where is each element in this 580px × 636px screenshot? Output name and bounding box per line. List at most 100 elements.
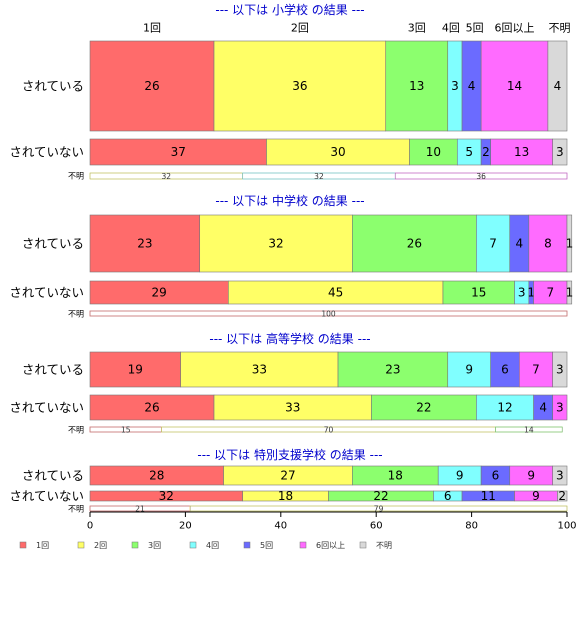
segment-value-label: 32 [159, 489, 174, 503]
row-label: されていない [9, 489, 84, 504]
segment-value-label: 26 [144, 79, 159, 93]
bar-segment [480, 40, 549, 132]
unknown-value-label: 100 [321, 310, 336, 319]
segment-value-label: 26 [407, 237, 422, 251]
segment-value-label: 45 [328, 286, 343, 300]
segment-value-label: 4 [539, 401, 547, 415]
segment-value-label: 18 [278, 489, 293, 503]
segment-value-label: 12 [497, 401, 512, 415]
segment-value-label: 9 [527, 469, 535, 483]
segment-value-label: 15 [471, 286, 486, 300]
segment-value-label: 36 [292, 79, 307, 93]
segment-value-label: 3 [556, 363, 564, 377]
unknown-value-label: 70 [324, 426, 334, 435]
top-category-label: 1回 [143, 22, 161, 35]
unknown-value-label: 79 [374, 505, 384, 514]
segment-value-label: 6 [492, 469, 500, 483]
legend-swatch [189, 541, 197, 549]
bar-segment [552, 138, 568, 166]
legend-label: 2回 [94, 541, 107, 550]
legend-swatch [19, 541, 27, 549]
unknown-segment-outline [189, 505, 568, 512]
segment-value-label: 37 [171, 145, 186, 159]
bar-segment [385, 40, 449, 132]
legend-swatch [359, 541, 367, 549]
bar-segment [547, 40, 568, 132]
top-category-label: 5回 [466, 22, 484, 35]
legend-label: 4回 [206, 541, 219, 550]
segment-value-label: 1 [566, 286, 574, 300]
segment-value-label: 13 [409, 79, 424, 93]
segment-value-label: 7 [532, 363, 540, 377]
unknown-value-label: 32 [314, 172, 324, 181]
segment-value-label: 2 [482, 145, 490, 159]
unknown-value-label: 36 [476, 172, 486, 181]
bar-segment [552, 351, 568, 388]
row-label: されていない [9, 145, 84, 160]
segment-value-label: 8 [544, 237, 552, 251]
segment-value-label: 9 [465, 363, 473, 377]
row-label: されている [22, 468, 84, 483]
segment-value-label: 10 [426, 145, 441, 159]
segment-value-label: 32 [268, 237, 283, 251]
legend-label: 3回 [148, 541, 161, 550]
bar-segment [352, 214, 477, 273]
bar-segment [476, 394, 534, 421]
segment-value-label: 2 [558, 489, 566, 503]
legend-label: 6回以上 [316, 541, 345, 550]
row-label: されていない [9, 285, 84, 300]
segment-value-label: 22 [373, 489, 388, 503]
panel-title: --- 以下は 小学校 の結果 --- [215, 2, 364, 17]
segment-value-label: 13 [514, 145, 529, 159]
unknown-segment-outline [89, 310, 568, 317]
row-label: されている [22, 79, 84, 94]
segment-value-label: 4 [468, 79, 476, 93]
segment-value-label: 3 [556, 469, 564, 483]
unknown-segment-outline [395, 172, 568, 180]
legend-label: 不明 [376, 541, 392, 550]
row-label: されていない [9, 400, 84, 415]
legend-label: 1回 [36, 541, 49, 550]
segment-value-label: 7 [546, 286, 554, 300]
x-axis-tick-label: 40 [274, 521, 287, 532]
segment-value-label: 14 [507, 79, 522, 93]
unknown-label: 不明 [68, 426, 84, 435]
segment-value-label: 26 [144, 401, 159, 415]
bar-segment [213, 394, 372, 421]
segment-value-label: 3 [451, 79, 459, 93]
x-axis-tick-label: 20 [179, 521, 192, 532]
bar-segment [518, 351, 553, 388]
segment-value-label: 6 [501, 363, 509, 377]
top-category-label: 3回 [408, 22, 426, 35]
segment-value-label: 7 [489, 237, 497, 251]
bar-segment [89, 138, 267, 166]
segment-value-label: 5 [465, 145, 473, 159]
top-category-label: 不明 [548, 22, 570, 35]
segment-value-label: 11 [481, 489, 496, 503]
segment-value-label: 9 [456, 469, 464, 483]
x-axis-tick-label: 80 [465, 521, 478, 532]
bar-segment [557, 490, 568, 502]
top-category-label: 6回以上 [495, 22, 535, 35]
unknown-label: 不明 [68, 505, 84, 514]
segment-value-label: 9 [532, 489, 540, 503]
legend-swatch [243, 541, 251, 549]
segment-value-label: 27 [280, 469, 295, 483]
bar-segment [266, 138, 410, 166]
unknown-value-label: 15 [121, 426, 131, 435]
legend-label: 5回 [260, 541, 273, 550]
x-axis-tick-label: 0 [87, 521, 93, 532]
bar-segment [180, 351, 339, 388]
unknown-value-label: 21 [135, 505, 145, 514]
segment-value-label: 4 [554, 79, 562, 93]
unknown-label: 不明 [68, 310, 84, 319]
bar-segment [337, 351, 449, 388]
bar-segment [213, 40, 387, 132]
segment-value-label: 23 [385, 363, 400, 377]
x-axis-tick-label: 60 [370, 521, 383, 532]
segment-value-label: 1 [566, 237, 574, 251]
row-label: されている [22, 362, 84, 377]
bar-segment [552, 394, 568, 421]
unknown-segment-outline [495, 426, 563, 433]
segment-value-label: 1 [527, 286, 535, 300]
